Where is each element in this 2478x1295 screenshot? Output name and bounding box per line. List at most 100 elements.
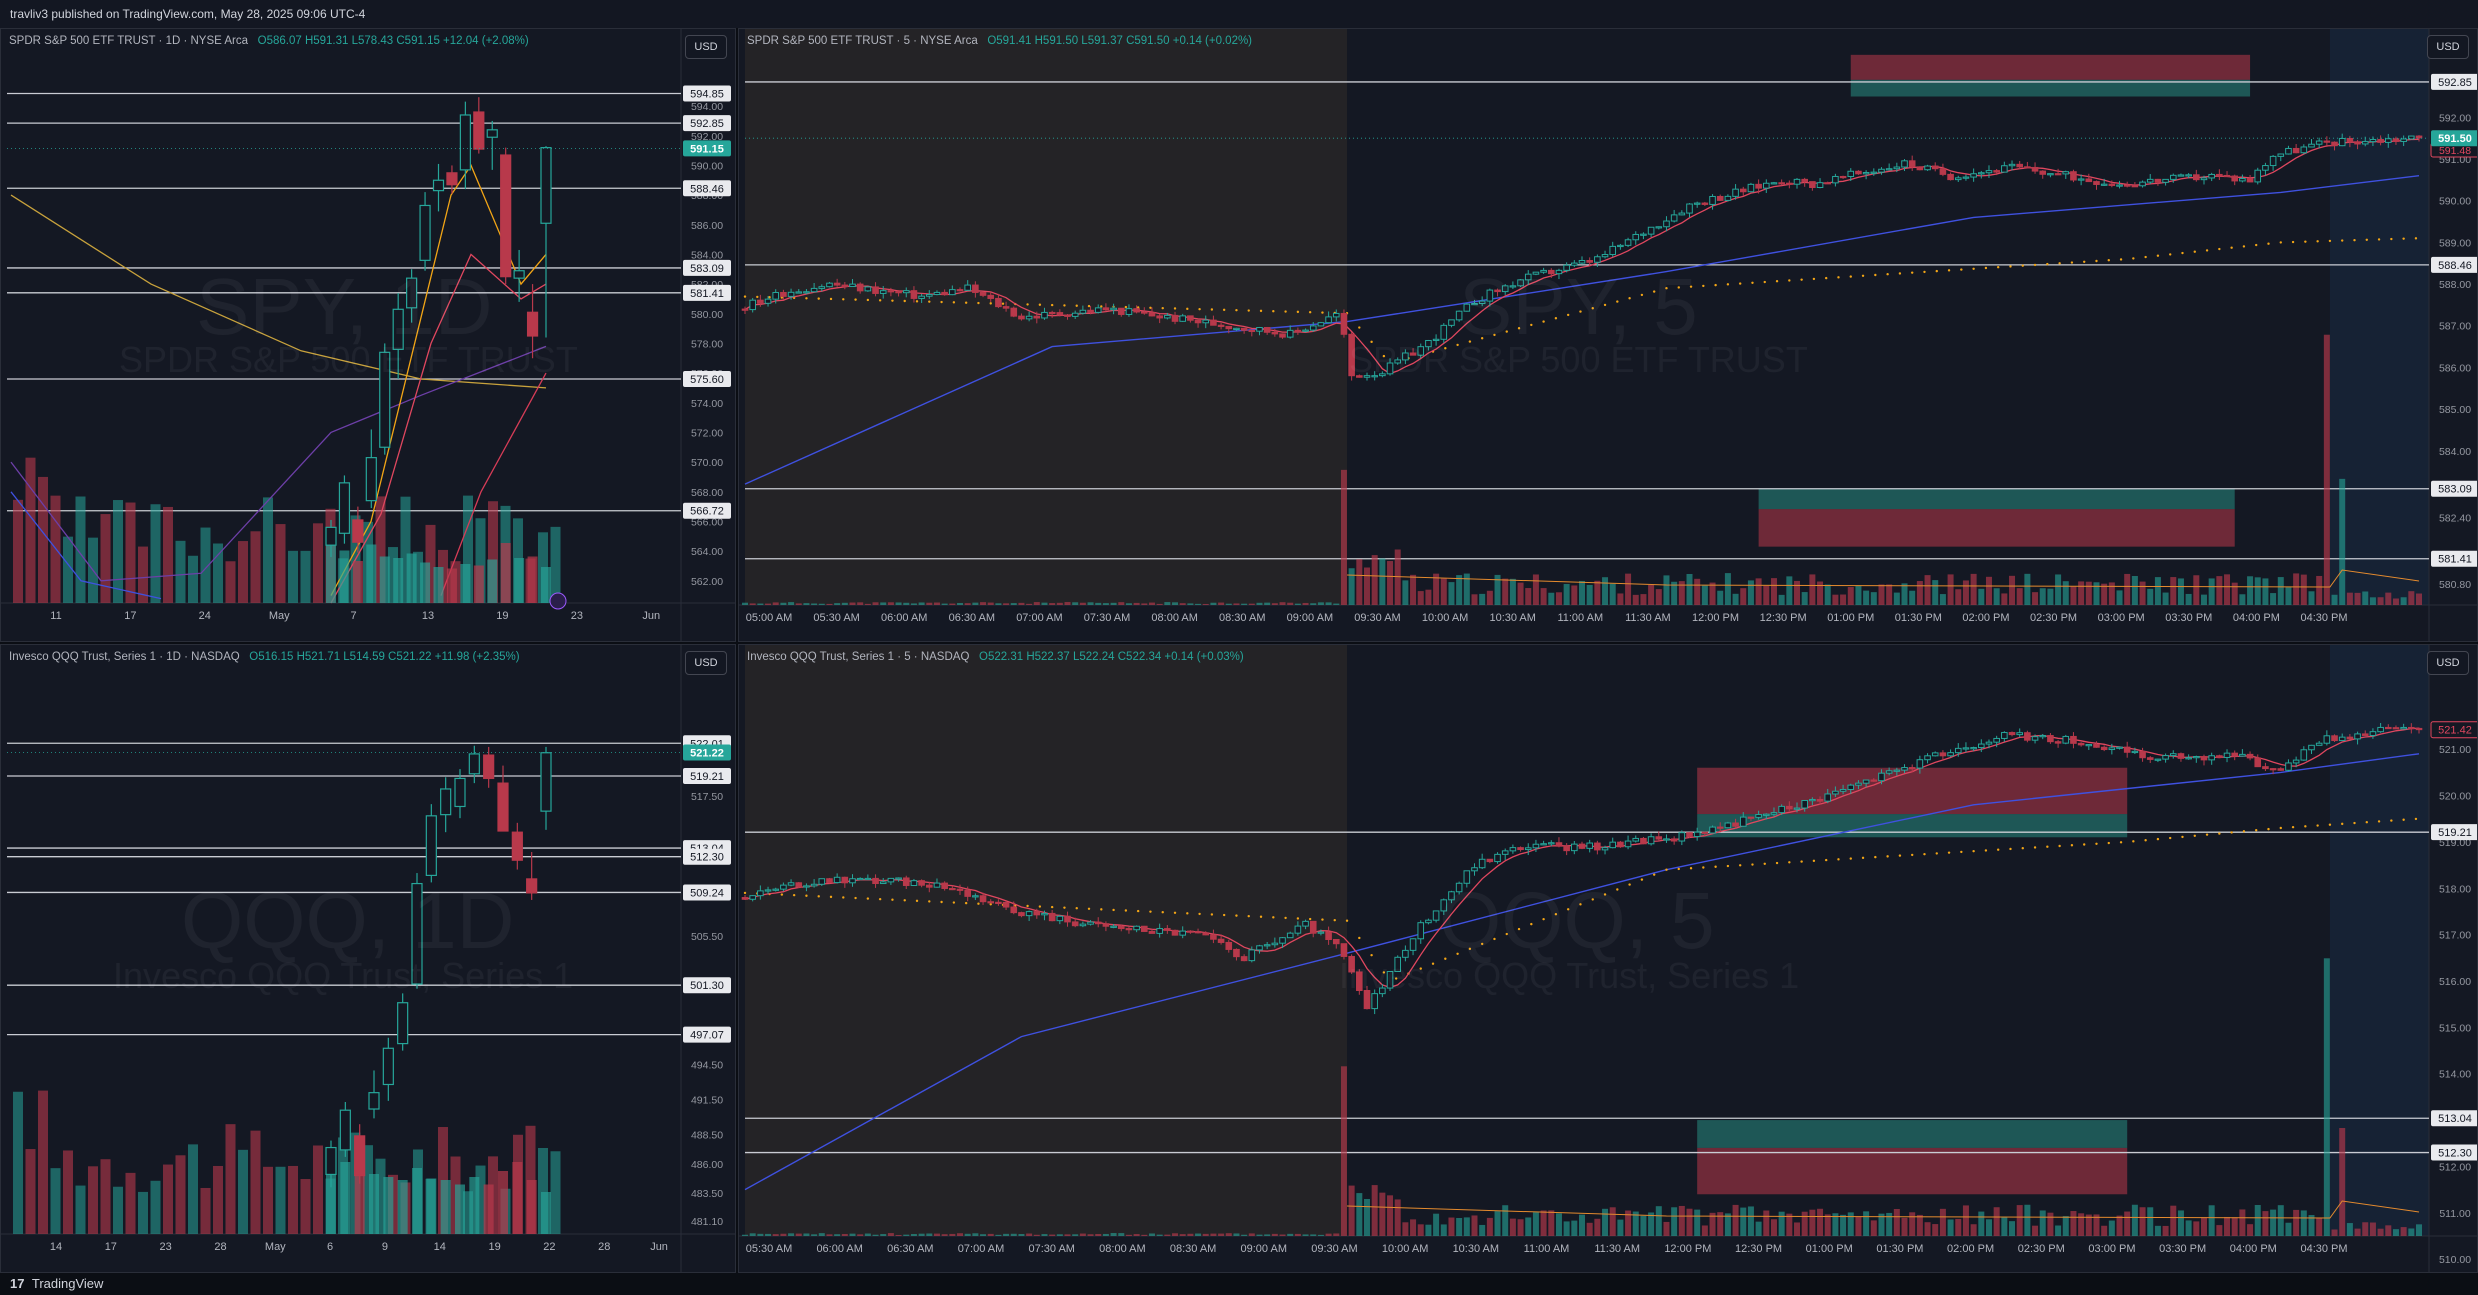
currency-button[interactable]: USD [685, 651, 727, 675]
volume-bar [2300, 574, 2307, 605]
y-axis-tick: 562.00 [691, 576, 723, 588]
volume-bar [1156, 1234, 1163, 1236]
volume-bar [1356, 1193, 1363, 1236]
symbol-title: Invesco QQQ Trust, Series 1 · 5 · NASDAQ [747, 651, 970, 663]
vwap-dot [1493, 333, 1496, 337]
candle-body [1171, 314, 1179, 322]
volume-bar [1901, 1217, 1908, 1236]
price-chart[interactable]: 594.00592.00590.00588.00586.00584.00582.… [1, 29, 736, 642]
volume-bar [2400, 1227, 2407, 1236]
volume-bar [288, 1165, 298, 1234]
candle-body [2123, 746, 2131, 753]
volume-bar [388, 547, 398, 603]
candle-body [1624, 239, 1632, 246]
candle-body [764, 298, 772, 304]
candle-body [1087, 309, 1094, 313]
vwap-dot [780, 893, 784, 896]
candle-body [918, 880, 925, 886]
candle-body [368, 1092, 380, 1110]
candle-body [397, 1002, 409, 1045]
candle-body [864, 877, 872, 881]
candle-body [406, 277, 418, 309]
price-label-box [683, 884, 731, 901]
x-axis-tick: 08:00 AM [1099, 1243, 1145, 1255]
volume-bar [1924, 575, 1931, 605]
symbol-watermark-subtitle: Invesco QQQ Trust, Series 1 [1339, 955, 1800, 996]
currency-button[interactable]: USD [2427, 35, 2469, 59]
candle-body [468, 753, 480, 775]
candle-body [1302, 920, 1309, 927]
candle-body [1524, 273, 1532, 281]
volume-bar [250, 1130, 261, 1234]
volume-bar [1248, 1233, 1255, 1236]
candle-body [1701, 202, 1709, 205]
price-label: 583.09 [690, 263, 724, 275]
symbol-header: Invesco QQQ Trust, Series 1 · 5 · NASDAQ… [747, 651, 1244, 663]
volume-average-line [1347, 1200, 2420, 1219]
volume-bar [864, 603, 871, 605]
candle-body [1778, 182, 1785, 185]
volume-bar [1479, 593, 1486, 605]
price-chart[interactable]: 517.50 505.50 494.50 491.50 488.50 486.00 483.… [1, 645, 736, 1273]
y-axis-tick: 592.00 [2439, 112, 2471, 124]
vwap-dot [1874, 273, 1877, 277]
y-axis-tick: 568.00 [691, 487, 723, 499]
candle-body [1716, 195, 1724, 201]
candle-body [925, 294, 933, 297]
chart-panel-spy-5min[interactable]: SPDR S&P 500 ETF TRUST · 5 · NYSE Arca O… [738, 28, 2478, 642]
vwap-dot [2095, 259, 2098, 263]
currency-button[interactable]: USD [685, 35, 727, 59]
volume-bar [1087, 602, 1094, 605]
volume-bar [749, 1233, 756, 1236]
price-chart[interactable]: 592.00591.00590.00589.00588.00587.00586.… [739, 29, 2478, 642]
candle-body [1494, 853, 1501, 863]
candle-body [2062, 171, 2070, 175]
vwap-dot [1370, 340, 1373, 344]
candle-body [540, 752, 552, 812]
volume-bar [1133, 1234, 1140, 1236]
candle-body [2208, 755, 2215, 761]
volume-bar [1156, 603, 1163, 605]
x-axis-tick: 04:00 PM [2230, 1243, 2277, 1255]
volume-bar [354, 1171, 365, 1234]
currency-button[interactable]: USD [2427, 651, 2469, 675]
price-chart[interactable]: 521.00520.00519.00518.00517.00516.00515.… [739, 645, 2478, 1273]
volume-bar [2408, 591, 2415, 605]
candle-body [1432, 338, 1440, 341]
candle-body [1394, 956, 1402, 972]
volume-bar [1379, 558, 1386, 605]
vwap-dot [743, 891, 747, 895]
price-label: 591.48 [2439, 145, 2471, 157]
volume-bar [1264, 1234, 1271, 1236]
chart-panel-qqq-daily[interactable]: Invesco QQQ Trust, Series 1 · 1D · NASDA… [0, 644, 736, 1273]
chart-panel-spy-daily[interactable]: SPDR S&P 500 ETF TRUST · 1D · NYSE Arca … [0, 28, 736, 642]
candle-body [1655, 226, 1663, 229]
vwap-dot [1603, 303, 1607, 307]
candle-body [1693, 831, 1701, 838]
vwap-dot [1063, 304, 1066, 307]
moving-average-line [330, 164, 547, 596]
candle-body [2054, 173, 2062, 176]
vwap-dot [1444, 957, 1447, 960]
chart-panel-qqq-5min[interactable]: Invesco QQQ Trust, Series 1 · 5 · NASDAQ… [738, 644, 2478, 1273]
candle-body [1417, 346, 1425, 356]
volume-bar [1985, 576, 1992, 605]
candle-body [1317, 322, 1325, 327]
volume-bar [275, 524, 286, 603]
vwap-dot [1542, 917, 1545, 921]
candle-body [1824, 793, 1832, 802]
candle-body [1379, 987, 1386, 995]
vwap-dot [1554, 913, 1558, 916]
candle-body [1425, 919, 1432, 924]
volume-bar [1594, 1218, 1601, 1236]
candle-body [749, 895, 756, 900]
candle-body [1256, 327, 1263, 332]
volume-bar [1486, 1217, 1493, 1236]
candle-body [1747, 816, 1755, 819]
vwap-dot [1419, 967, 1422, 970]
x-axis-tick: 11:30 AM [1625, 612, 1671, 624]
candle-body [941, 882, 948, 889]
volume-bar [2162, 592, 2169, 605]
candle-body [1417, 922, 1425, 940]
candle-body [1325, 316, 1332, 324]
